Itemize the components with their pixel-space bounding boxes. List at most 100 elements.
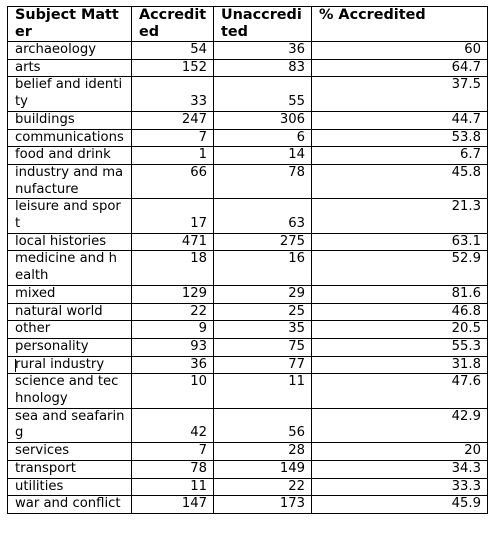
- subject-cell[interactable]: belief and identity: [7, 76, 132, 112]
- subject-cell[interactable]: communications: [7, 128, 132, 148]
- header-cell-subject[interactable]: Subject Matter: [7, 6, 132, 42]
- percent-cell[interactable]: 45.8: [311, 163, 488, 200]
- subject-cell[interactable]: services: [7, 442, 132, 461]
- subject-cell[interactable]: archaeology: [7, 41, 132, 60]
- percent-cell[interactable]: 46.8: [311, 302, 488, 322]
- unaccredited-cell[interactable]: 22: [213, 477, 312, 497]
- table-row: medicine and health 18 16 52.9: [7, 250, 488, 286]
- unaccredited-cell[interactable]: 11: [213, 373, 312, 409]
- table-row: communications 7 6 53.8: [7, 128, 488, 148]
- header-row: Subject Matter Accredited Unaccredited %…: [7, 6, 488, 42]
- unaccredited-cell[interactable]: 14: [213, 146, 312, 165]
- percent-cell[interactable]: 44.7: [311, 110, 488, 130]
- percent-cell[interactable]: 20.5: [311, 320, 488, 339]
- unaccredited-cell[interactable]: 75: [213, 337, 312, 357]
- percent-cell[interactable]: 34.3: [311, 459, 488, 479]
- percent-cell[interactable]: 53.8: [311, 128, 488, 148]
- table-row: mixed 129 29 81.6: [7, 284, 488, 304]
- table-row: arts 152 83 64.7: [7, 58, 488, 78]
- unaccredited-cell[interactable]: 6: [213, 128, 312, 148]
- accredited-cell[interactable]: 17: [131, 198, 214, 234]
- percent-cell[interactable]: 52.9: [311, 250, 488, 286]
- percent-cell[interactable]: 45.9: [311, 495, 488, 514]
- percent-cell[interactable]: 20: [311, 442, 488, 461]
- accredited-cell[interactable]: 247: [131, 110, 214, 130]
- accredited-cell[interactable]: 147: [131, 495, 214, 514]
- accredited-cell[interactable]: 7: [131, 128, 214, 148]
- unaccredited-cell[interactable]: 25: [213, 302, 312, 322]
- accredited-cell[interactable]: 93: [131, 337, 214, 357]
- accredited-cell[interactable]: 10: [131, 373, 214, 409]
- accredited-cell[interactable]: 18: [131, 250, 214, 286]
- unaccredited-cell[interactable]: 63: [213, 198, 312, 234]
- subject-cell[interactable]: war and conflict: [7, 495, 132, 514]
- table-row: other 9 35 20.5: [7, 320, 488, 339]
- accredited-cell[interactable]: 78: [131, 459, 214, 479]
- unaccredited-cell[interactable]: 275: [213, 232, 312, 252]
- subject-cell[interactable]: industry and manufacture: [7, 163, 132, 200]
- percent-cell[interactable]: 21.3: [311, 198, 488, 234]
- percent-cell[interactable]: 55.3: [311, 337, 488, 357]
- percent-cell[interactable]: 60: [311, 41, 488, 60]
- accredited-cell[interactable]: 1: [131, 146, 214, 165]
- percent-cell[interactable]: 63.1: [311, 232, 488, 252]
- unaccredited-cell[interactable]: 306: [213, 110, 312, 130]
- percent-cell[interactable]: 37.5: [311, 76, 488, 112]
- accredited-cell[interactable]: 66: [131, 163, 214, 200]
- table-row: belief and identity 33 55 37.5: [7, 76, 488, 112]
- subject-cell[interactable]: local histories: [7, 232, 132, 252]
- subject-cell[interactable]: arts: [7, 58, 132, 78]
- accredited-cell[interactable]: 36: [131, 355, 214, 375]
- unaccredited-cell[interactable]: 173: [213, 495, 312, 514]
- accredited-cell[interactable]: 42: [131, 407, 214, 444]
- table-row: sea and seafaring 42 56 42.9: [7, 407, 488, 444]
- accredited-cell[interactable]: 22: [131, 302, 214, 322]
- accredited-cell[interactable]: 54: [131, 41, 214, 60]
- accredited-cell[interactable]: 7: [131, 442, 214, 461]
- percent-cell[interactable]: 47.6: [311, 373, 488, 409]
- subject-cell[interactable]: rural industry: [7, 355, 132, 375]
- accredited-cell[interactable]: 129: [131, 284, 214, 304]
- subject-cell[interactable]: natural world: [7, 302, 132, 322]
- accredited-cell[interactable]: 11: [131, 477, 214, 497]
- percent-cell[interactable]: 6.7: [311, 146, 488, 165]
- subject-cell[interactable]: sea and seafaring: [7, 407, 132, 444]
- accredited-cell[interactable]: 152: [131, 58, 214, 78]
- table-row: transport 78 149 34.3: [7, 459, 488, 479]
- unaccredited-cell[interactable]: 83: [213, 58, 312, 78]
- subject-cell[interactable]: medicine and health: [7, 250, 132, 286]
- subject-cell[interactable]: utilities: [7, 477, 132, 497]
- table-row: utilities 11 22 33.3: [7, 477, 488, 497]
- table-body: archaeology 54 36 60 arts 152 83 64.7 belief and…: [7, 41, 488, 514]
- unaccredited-cell[interactable]: 77: [213, 355, 312, 375]
- unaccredited-cell[interactable]: 56: [213, 407, 312, 444]
- unaccredited-cell[interactable]: 35: [213, 320, 312, 339]
- header-cell-percent[interactable]: % Accredited: [311, 6, 488, 42]
- unaccredited-cell[interactable]: 29: [213, 284, 312, 304]
- subject-cell[interactable]: buildings: [7, 110, 132, 130]
- percent-cell[interactable]: 81.6: [311, 284, 488, 304]
- unaccredited-cell[interactable]: 78: [213, 163, 312, 200]
- subject-cell[interactable]: leisure and sport: [7, 198, 132, 234]
- unaccredited-cell[interactable]: 36: [213, 41, 312, 60]
- accredited-cell[interactable]: 9: [131, 320, 214, 339]
- table-row: rural industry 36 77 31.8: [7, 355, 488, 375]
- subject-cell[interactable]: mixed: [7, 284, 132, 304]
- header-cell-unaccredited[interactable]: Unaccredited: [213, 6, 312, 42]
- header-cell-accredited[interactable]: Accredited: [131, 6, 214, 42]
- subject-cell[interactable]: personality: [7, 337, 132, 357]
- percent-cell[interactable]: 64.7: [311, 58, 488, 78]
- subject-cell[interactable]: science and technology: [7, 373, 132, 409]
- accredited-cell[interactable]: 33: [131, 76, 214, 112]
- unaccredited-cell[interactable]: 16: [213, 250, 312, 286]
- subject-cell[interactable]: transport: [7, 459, 132, 479]
- unaccredited-cell[interactable]: 55: [213, 76, 312, 112]
- subject-cell[interactable]: food and drink: [7, 146, 132, 165]
- percent-cell[interactable]: 31.8: [311, 355, 488, 375]
- percent-cell[interactable]: 42.9: [311, 407, 488, 444]
- subject-cell[interactable]: other: [7, 320, 132, 339]
- unaccredited-cell[interactable]: 28: [213, 442, 312, 461]
- percent-cell[interactable]: 33.3: [311, 477, 488, 497]
- accredited-cell[interactable]: 471: [131, 232, 214, 252]
- unaccredited-cell[interactable]: 149: [213, 459, 312, 479]
